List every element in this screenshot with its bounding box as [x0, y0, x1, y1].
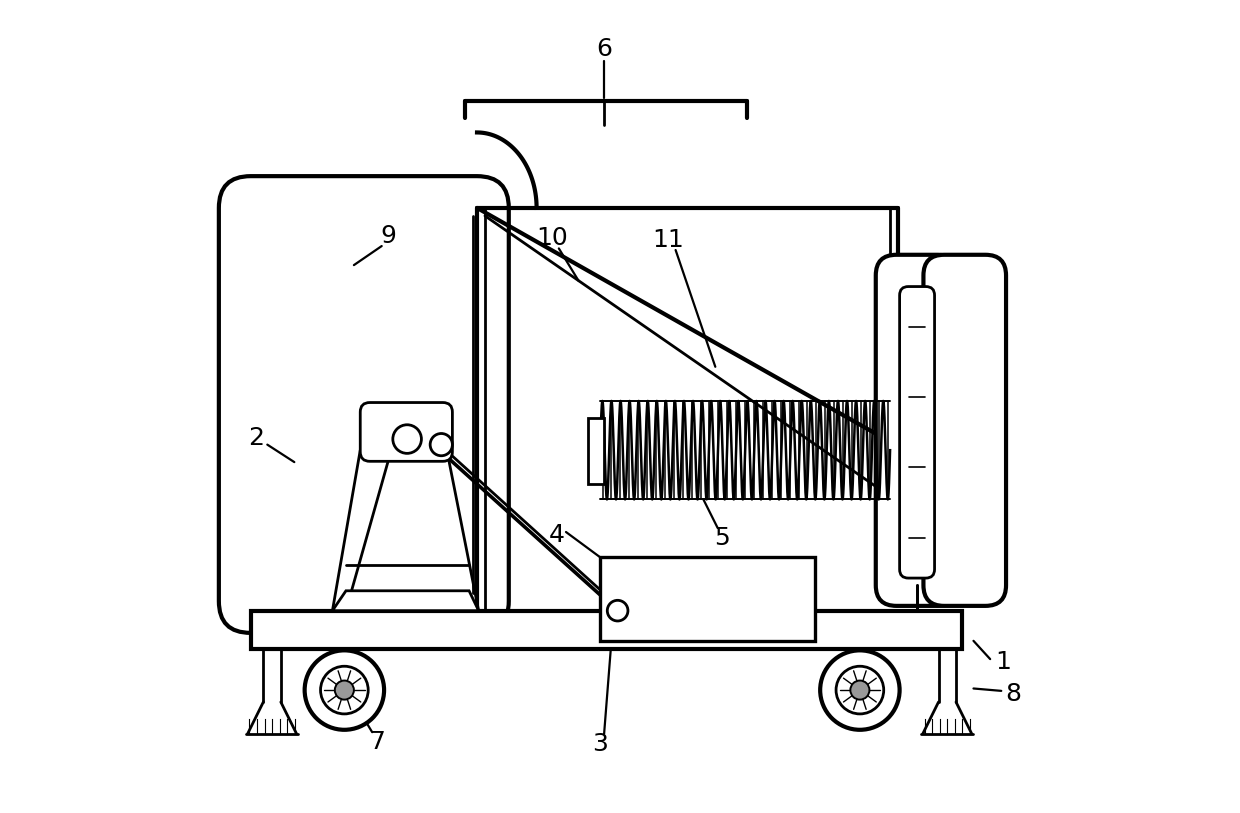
Bar [588, 419, 604, 484]
Text: 4: 4 [548, 524, 564, 547]
Text: 11: 11 [652, 228, 683, 252]
Text: 5: 5 [714, 525, 729, 550]
Circle shape [430, 433, 453, 456]
Circle shape [335, 680, 353, 700]
FancyBboxPatch shape [219, 176, 508, 633]
Bar [600, 558, 815, 641]
Circle shape [305, 650, 384, 730]
Text: 2: 2 [248, 426, 264, 450]
Text: 3: 3 [593, 732, 608, 756]
Circle shape [320, 666, 368, 714]
Text: 1: 1 [994, 650, 1011, 674]
Text: 9: 9 [381, 224, 396, 248]
FancyBboxPatch shape [924, 254, 1006, 606]
Text: 6: 6 [596, 37, 613, 61]
Circle shape [820, 650, 899, 730]
Text: 10: 10 [537, 226, 568, 250]
Circle shape [836, 666, 884, 714]
Circle shape [608, 600, 627, 621]
Circle shape [851, 680, 869, 700]
FancyBboxPatch shape [875, 254, 959, 606]
Text: 8: 8 [1006, 682, 1022, 706]
Circle shape [393, 424, 422, 454]
FancyBboxPatch shape [361, 402, 453, 461]
FancyBboxPatch shape [899, 286, 935, 578]
Polygon shape [332, 591, 479, 611]
Text: 7: 7 [370, 730, 386, 754]
Bar [250, 611, 961, 649]
